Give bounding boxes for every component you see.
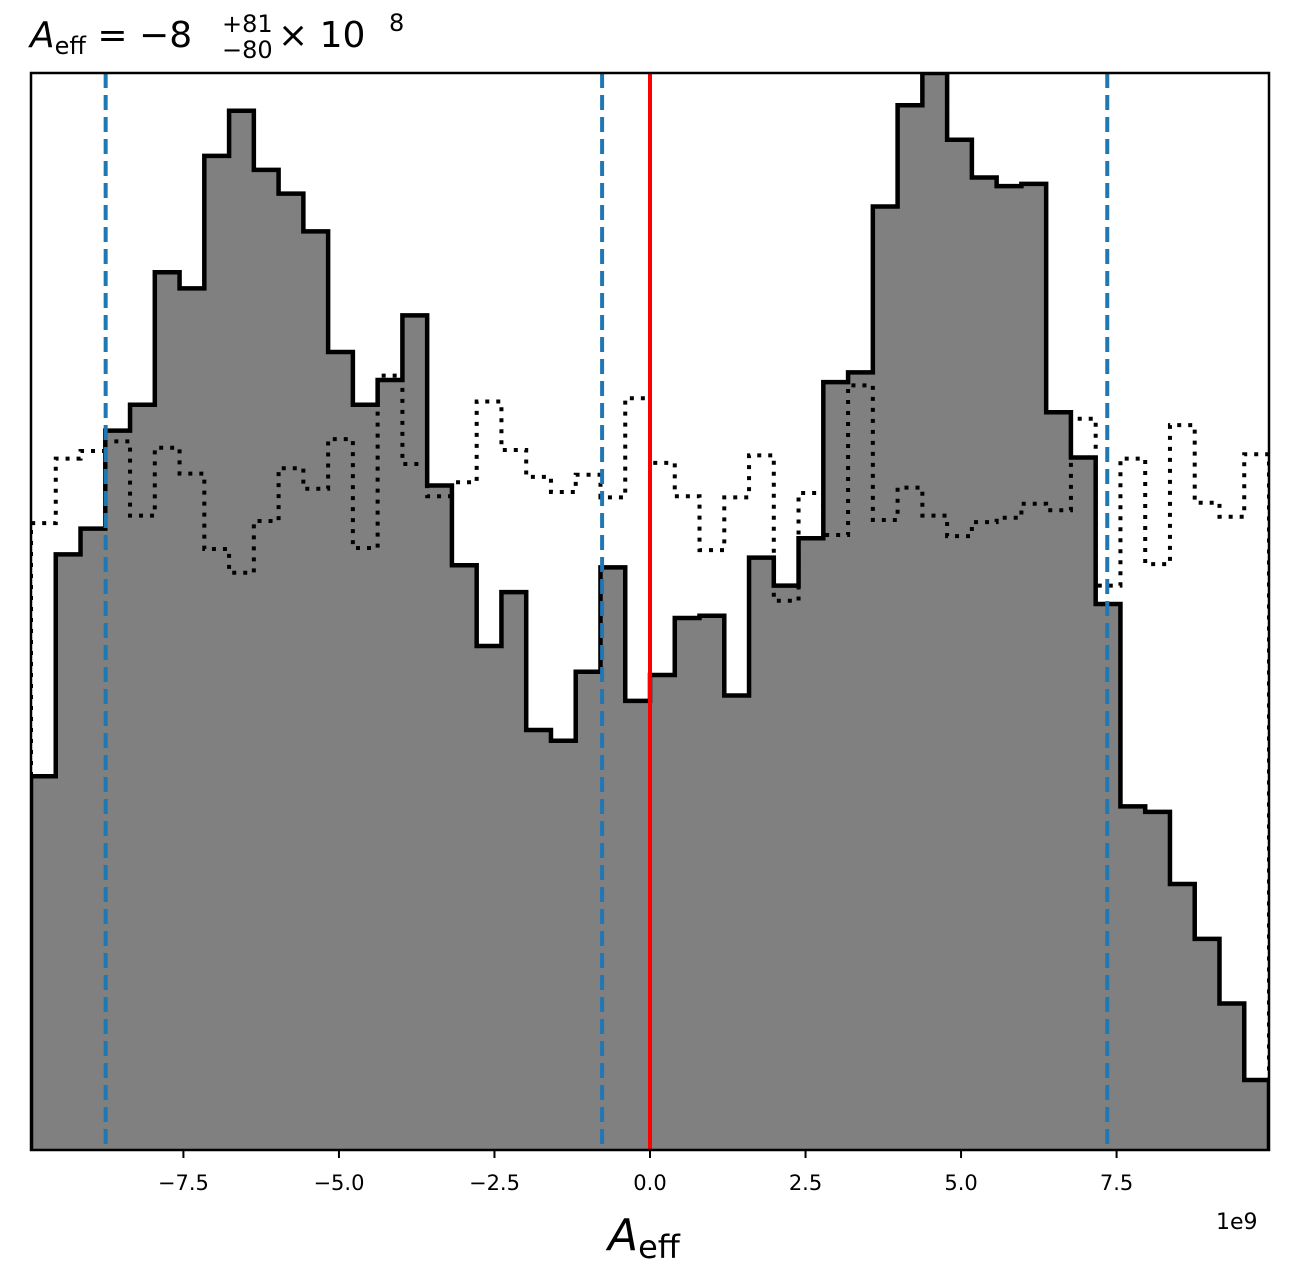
histogram-bar: [278, 193, 304, 1150]
histogram-bar: [501, 592, 527, 1150]
histogram-bar: [303, 231, 329, 1150]
x-offset-label: 1e9: [1216, 1210, 1258, 1235]
histogram-bar: [823, 382, 849, 1150]
histogram-bar: [352, 404, 379, 1150]
x-tick-label: −7.5: [158, 1171, 209, 1195]
title-exponent: 8: [389, 9, 404, 37]
histogram-bar: [427, 485, 453, 1150]
title-value: −8: [139, 15, 192, 56]
x-tick-label: 0.0: [633, 1171, 666, 1195]
x-tick-label: 7.5: [1100, 1171, 1133, 1195]
histogram-bar: [526, 729, 552, 1150]
dotted-series-line: [31, 373, 1269, 1150]
svg-text:× 10: × 10: [278, 15, 365, 56]
histogram-bar: [575, 671, 602, 1150]
histogram-bar: [872, 206, 899, 1150]
histogram-bar: [971, 177, 998, 1150]
histogram-bar: [154, 272, 181, 1150]
chart-title: Aeff = −8 +81 −80 × 10 8: [28, 9, 404, 64]
histogram-bar: [328, 351, 354, 1150]
histogram-bar: [1219, 1003, 1245, 1150]
x-tick-label: 5.0: [944, 1171, 977, 1195]
histogram-bar: [1070, 457, 1097, 1150]
title-lower: −80: [222, 36, 273, 64]
histogram-bar: [1194, 938, 1221, 1150]
plot-area: [29, 71, 1271, 1152]
histogram-bar: [130, 404, 156, 1150]
histogram-bar: [179, 288, 205, 1150]
xlabel-symbol: A: [605, 1210, 638, 1261]
histogram-bar: [476, 645, 503, 1150]
histogram-bar: [724, 695, 750, 1150]
histogram-bar: [1120, 806, 1146, 1150]
histogram-bar: [31, 776, 57, 1150]
histogram-bar: [402, 315, 428, 1150]
histogram-bar: [798, 538, 824, 1150]
filled-series: [31, 73, 1269, 1150]
histogram-bar: [229, 110, 255, 1150]
title-upper: +81: [222, 10, 273, 38]
histogram-bar: [749, 557, 775, 1150]
histogram-bar: [1145, 811, 1171, 1150]
histogram-bar: [80, 528, 106, 1150]
title-base: 10: [320, 15, 366, 56]
histogram-bar: [377, 379, 403, 1150]
x-tick-label: 2.5: [789, 1171, 822, 1195]
x-axis: −7.5 −5.0 −2.5 0.0 2.5 5.0 7.5: [158, 1150, 1133, 1195]
histogram-bar: [947, 139, 973, 1150]
histogram-bar: [674, 617, 701, 1150]
histogram-bar: [105, 430, 131, 1150]
histogram-bar: [1244, 1079, 1269, 1150]
histogram-bar: [922, 73, 948, 1150]
histogram-bar: [204, 155, 230, 1150]
histogram-bar: [1169, 883, 1196, 1150]
histogram-bar: [625, 700, 651, 1150]
x-tick-label: −2.5: [469, 1171, 520, 1195]
x-axis-label: Aeff: [605, 1210, 681, 1266]
histogram-bar: [1021, 183, 1047, 1150]
histogram-bar: [55, 554, 82, 1150]
title-times: ×: [278, 15, 308, 56]
histogram-bar: [996, 186, 1022, 1150]
histogram-bar: [699, 615, 725, 1150]
title-subscript: eff: [55, 32, 87, 60]
histogram-bar: [600, 567, 626, 1150]
svg-text:Aeff = −8: Aeff = −8: [28, 15, 192, 60]
histogram-bar: [550, 740, 577, 1150]
histogram-bar: [773, 585, 800, 1150]
histogram-bar: [451, 565, 478, 1150]
x-tick-label: −5.0: [313, 1171, 364, 1195]
histogram-bar: [897, 105, 923, 1150]
histogram-bar: [1046, 412, 1072, 1150]
histogram-bar: [650, 675, 676, 1150]
histogram-bar: [848, 372, 874, 1150]
xlabel-subscript: eff: [638, 1228, 681, 1266]
histogram-bar: [253, 169, 280, 1150]
title-equals: =: [97, 15, 127, 56]
title-symbol: A: [28, 15, 55, 56]
